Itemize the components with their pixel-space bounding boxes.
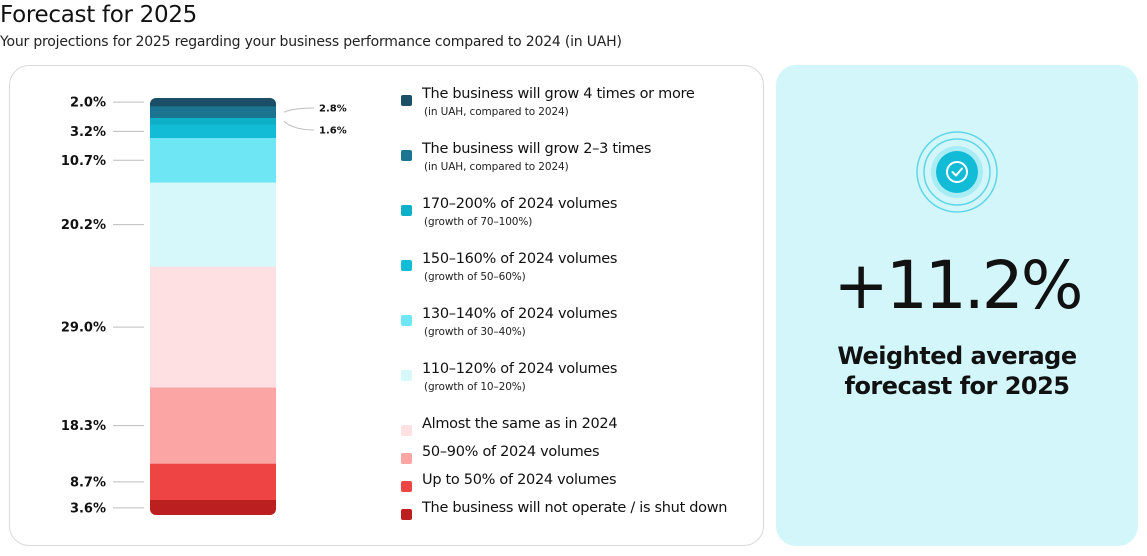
legend-label: The business will not operate / is shut … [422,500,728,516]
segment-value-label: 3.2% [70,125,106,140]
legend-label: 150–160% of 2024 volumes [422,251,618,267]
bar-segment [150,500,276,515]
legend-label: The business will grow 4 times or more [422,86,695,102]
bar-segment [150,117,276,126]
legend-swatch [401,205,412,216]
annotation-leader [283,120,315,131]
legend-note: (growth of 30–40%) [424,326,526,338]
caption-line-2: forecast for 2025 [844,372,1071,400]
bar-stack [150,98,276,515]
legend-swatch [401,150,412,161]
annotation-leader [283,107,315,113]
legend-note: (growth of 10–20%) [424,381,526,393]
bar-segment [150,98,276,107]
caption-line-1: Weighted average [837,342,1077,370]
segment-value-label: 20.2% [61,218,106,233]
weighted-forecast-value: +11.2% [833,247,1084,324]
legend-swatch [401,509,412,520]
bar-segment [150,106,276,119]
bar-segment [150,182,276,268]
legend-swatch [401,425,412,436]
segment-value-label: 2.0% [70,96,106,111]
legend-label: The business will grow 2–3 times [422,141,652,157]
segment-value-label: 18.3% [61,419,106,434]
legend-label: 170–200% of 2024 volumes [422,196,618,212]
legend-note: (in UAH, compared to 2024) [424,106,569,118]
legend-label: 50–90% of 2024 volumes [422,444,600,460]
segment-value-annotation: 1.6% [319,126,347,137]
legend-swatch [401,260,412,271]
legend-swatch [401,481,412,492]
weighted-forecast-caption: Weighted average forecast for 2025 [776,341,1138,401]
forecast-summary-card: +11.2% Weighted average forecast for 202… [776,65,1138,546]
bar-segment [150,137,276,184]
legend-label: 110–120% of 2024 volumes [422,361,618,377]
segment-value-annotation: 2.8% [319,104,347,115]
check-circle-icon [916,131,998,213]
legend-swatch [401,370,412,381]
bar-segment [150,463,276,501]
legend-note: (growth of 50–60%) [424,271,526,283]
legend-swatch [401,315,412,326]
bar-segment [150,387,276,465]
legend-label: Almost the same as in 2024 [422,416,618,432]
legend-swatch [401,95,412,106]
chart-panel: 2.0% 3.2% 10.7% 20.2% 29.0% 18.3% 8.7% 3.6% 2.8%… [9,65,764,546]
chart-subtitle: Your projections for 2025 regarding your… [0,34,622,50]
stacked-bar-chart: 2.0% 3.2% 10.7% 20.2% 29.0% 18.3% 8.7% 3.6% 2.8%… [61,96,347,517]
segment-value-label: 10.7% [61,154,106,169]
bar-segment [150,266,276,389]
bar-segment [150,124,276,139]
legend-swatch [401,453,412,464]
legend-label: 130–140% of 2024 volumes [422,306,618,322]
segment-value-label: 29.0% [61,321,106,336]
segment-value-label: 8.7% [70,475,106,490]
legend-label: Up to 50% of 2024 volumes [422,472,617,488]
segment-value-label: 3.6% [70,501,106,516]
legend-note: (growth of 70–100%) [424,216,533,228]
chart-title: Forecast for 2025 [0,2,198,28]
legend-note: (in UAH, compared to 2024) [424,161,569,173]
